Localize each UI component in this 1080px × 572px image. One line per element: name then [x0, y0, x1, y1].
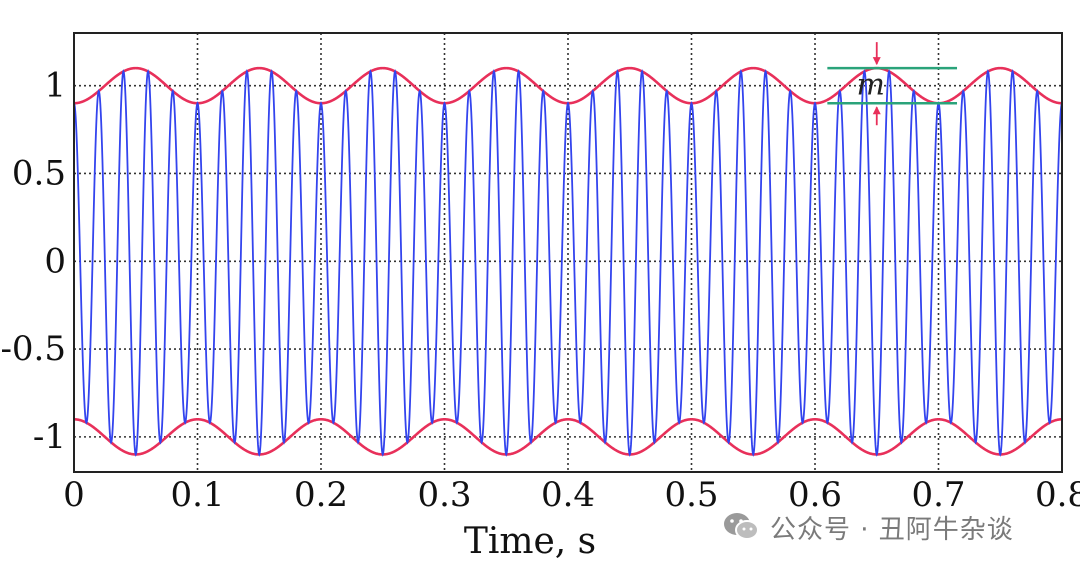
x-tick-label: 0.5	[664, 475, 718, 515]
x-tick-label: 0.2	[294, 475, 348, 515]
x-tick-labels: 0 0.1 0.2 0.3 0.4 0.5 0.6 0.7 0.8	[63, 475, 1080, 515]
y-tick-labels: 1 0.5 0 -0.5 -1	[0, 66, 66, 457]
carrier-series	[73, 69, 1063, 457]
y-tick-label: -0.5	[0, 329, 66, 369]
y-tick-label: 1	[44, 66, 66, 106]
y-tick-label: -1	[33, 417, 66, 457]
x-tick-label: 0.7	[911, 475, 965, 515]
x-tick-label: 0	[63, 475, 85, 515]
annotation-arrowhead-bottom	[872, 106, 881, 115]
carrier-line	[73, 69, 1063, 457]
y-tick-label: 0	[44, 241, 66, 281]
x-tick-label: 0.3	[417, 475, 471, 515]
y-tick-label: 0.5	[12, 153, 66, 193]
annotation-label: m	[857, 68, 885, 103]
grid-lines	[73, 33, 1063, 472]
x-tick-label: 0.1	[170, 475, 224, 515]
x-tick-label: 0.6	[788, 475, 842, 515]
wechat-icon	[724, 513, 759, 540]
x-tick-label: 0.4	[541, 475, 595, 515]
x-axis-label: Time, s	[464, 521, 596, 562]
envelope-series	[74, 66, 1062, 456]
x-tick-label: 0.8	[1035, 475, 1080, 515]
annotation-arrowhead-top	[872, 57, 881, 66]
annotation: m	[827, 42, 958, 126]
plot-border	[73, 32, 1063, 473]
plot-frame	[73, 32, 1063, 473]
envelope-lower-line	[74, 418, 1062, 456]
watermark-text: 公众号 · 丑阿牛杂谈	[770, 514, 1014, 545]
watermark: 公众号 · 丑阿牛杂谈	[722, 507, 1014, 547]
